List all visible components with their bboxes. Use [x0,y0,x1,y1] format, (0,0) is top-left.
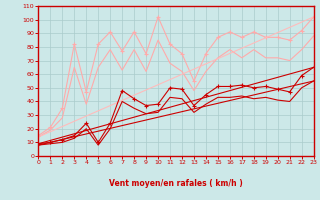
X-axis label: Vent moyen/en rafales ( km/h ): Vent moyen/en rafales ( km/h ) [109,179,243,188]
